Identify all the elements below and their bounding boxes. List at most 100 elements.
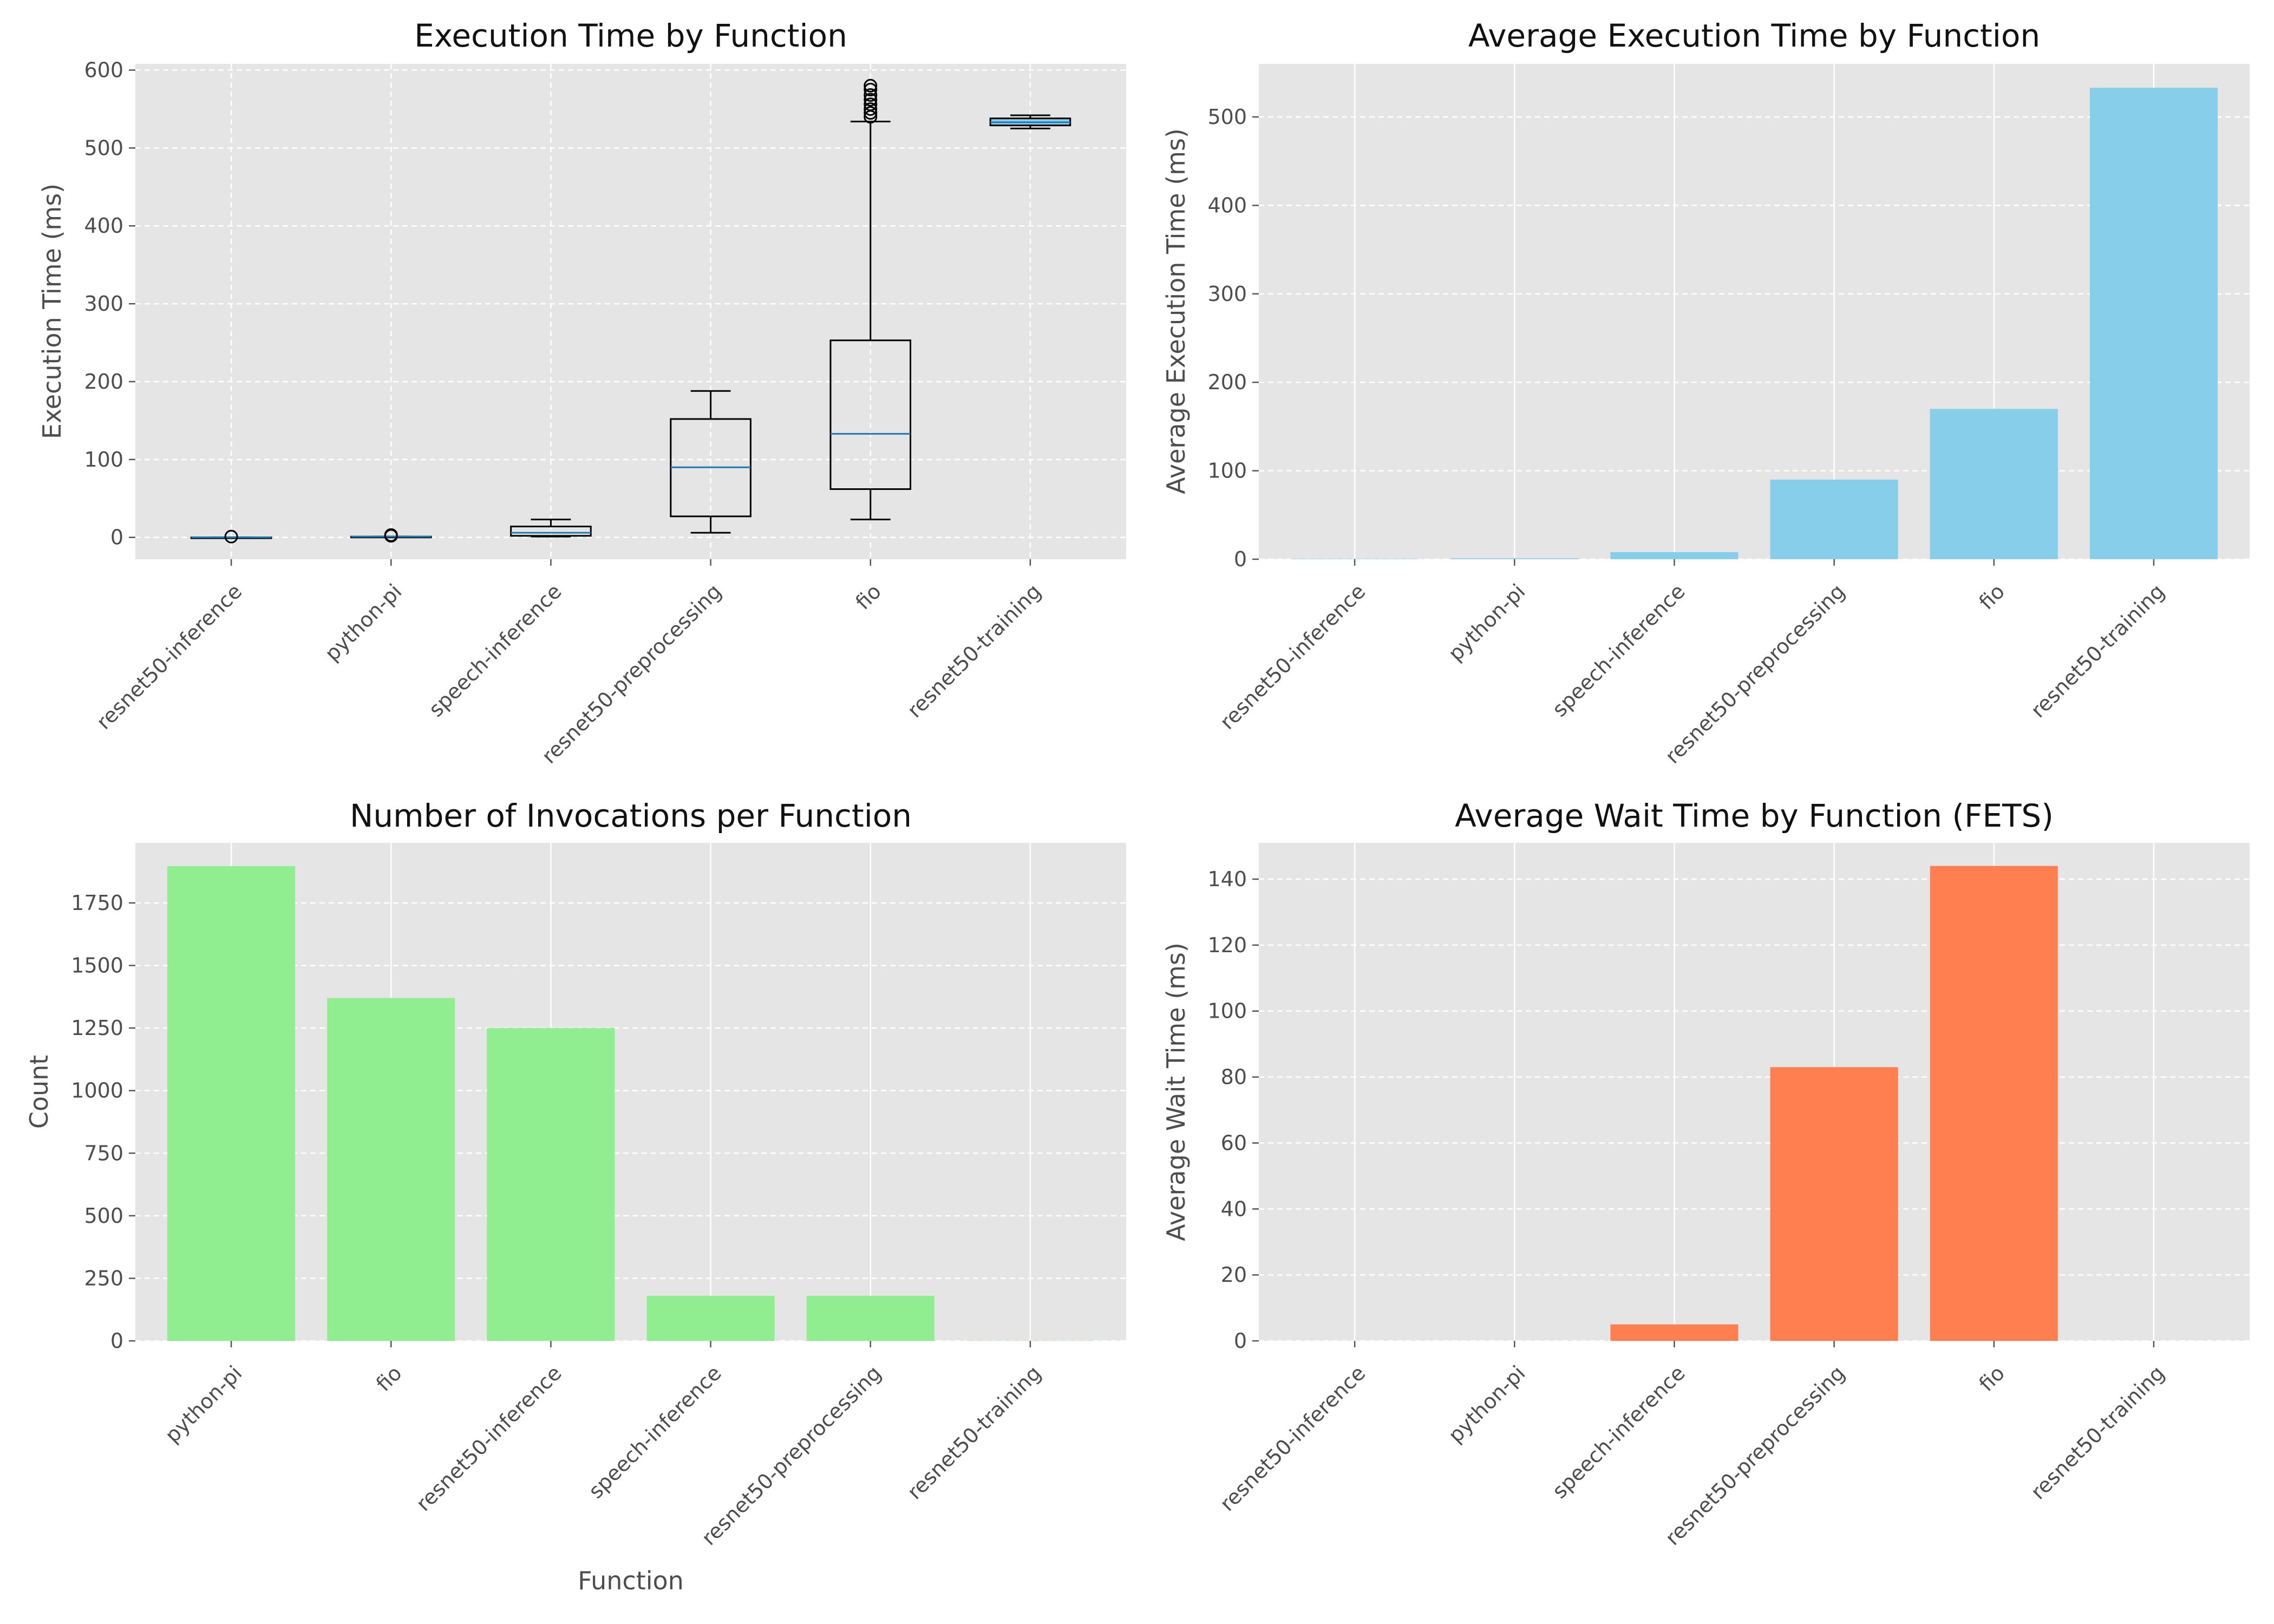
x-tick-label: speech-inference	[584, 1361, 726, 1503]
panel-avg-execution-time: Average Execution Time by Function 0 100 2…	[1161, 17, 2250, 768]
panel-2-y-ticks: 0 100 200 300 400 500	[1207, 105, 1259, 571]
bar-fio	[1930, 409, 2058, 559]
y-tick-label: 200	[1207, 370, 1247, 394]
y-tick-label: 400	[84, 214, 123, 238]
panel-3-marks	[167, 866, 1094, 1341]
panel-3-title: Number of Invocations per Function	[350, 797, 912, 834]
x-tick-label: resnet50-preprocessing	[697, 1361, 886, 1550]
bar-python-pi	[167, 866, 296, 1341]
outlier-point	[864, 88, 878, 102]
y-tick-label: 500	[1207, 105, 1247, 129]
x-tick-label: resnet50-inference	[1216, 579, 1370, 734]
bar-python-pi	[1450, 558, 1579, 559]
panel-4-marks	[1610, 866, 2058, 1341]
bar-resnet50-preprocessing	[1770, 1067, 1898, 1341]
y-tick-label: 1250	[71, 1016, 123, 1040]
y-tick-label: 250	[84, 1266, 123, 1290]
x-tick-label: resnet50-preprocessing	[1661, 579, 1850, 768]
outlier-point	[864, 78, 878, 93]
x-tick-label: python-pi	[320, 579, 406, 665]
bar-fio	[1930, 866, 2058, 1341]
x-tick-label: resnet50-inference	[1216, 1361, 1370, 1516]
box-speech-inference	[510, 519, 592, 538]
y-tick-label: 80	[1221, 1065, 1247, 1089]
box-resnet50-inference	[190, 529, 272, 543]
y-tick-label: 0	[110, 1329, 123, 1353]
panel-3-y-ticks: 0 250 500 750 1000 1250 1500 1750	[71, 891, 135, 1353]
panel-3-y-axis-title: Count	[24, 1055, 54, 1129]
panel-4-y-ticks: 0 20 40 60 80 100 120 140	[1207, 867, 1259, 1353]
y-tick-label: 20	[1221, 1263, 1247, 1287]
x-tick-label: python-pi	[1443, 1361, 1530, 1447]
box-fio	[829, 78, 912, 521]
panel-4-y-axis-title: Average Wait Time (ms)	[1161, 942, 1191, 1241]
panel-4-plot-area	[1259, 843, 2250, 1341]
panel-1-plot-area	[135, 64, 1126, 559]
box-resnet50-preprocessing	[670, 390, 752, 534]
x-tick-label: resnet50-preprocessing	[537, 579, 726, 768]
outlier-point	[864, 93, 878, 107]
outlier-point	[864, 97, 878, 112]
x-tick-label: speech-inference	[1547, 579, 1690, 722]
y-tick-label: 300	[84, 292, 123, 316]
y-tick-label: 100	[1207, 999, 1247, 1023]
outlier-point	[864, 102, 878, 116]
y-tick-label: 400	[1207, 193, 1247, 217]
panel-2-plot-area	[1259, 64, 2250, 559]
y-tick-label: 0	[1234, 1329, 1247, 1353]
panel-3-x-axis-title: Function	[578, 1566, 684, 1595]
y-tick-label: 500	[84, 136, 123, 160]
bar-speech-inference	[1610, 1324, 1739, 1341]
bar-fio	[327, 998, 455, 1341]
panel-avg-wait-time: Average Wait Time by Function (FETS) 0 20…	[1161, 797, 2250, 1550]
iqr-box	[510, 526, 592, 537]
y-tick-label: 200	[84, 370, 123, 394]
panel-1-x-ticks: resnet50-inference python-pi speech-infere…	[92, 559, 1045, 768]
panel-1-title: Execution Time by Function	[414, 17, 847, 54]
box-python-pi	[350, 528, 432, 543]
panel-2-title: Average Execution Time by Function	[1468, 17, 2040, 54]
y-tick-label: 600	[84, 58, 123, 82]
panel-execution-time-box: Execution Time by Function 0 100 200 300 400…	[37, 17, 1126, 768]
y-tick-label: 100	[84, 448, 123, 472]
x-tick-label: fio	[371, 1361, 406, 1396]
bar-resnet50-preprocessing	[1770, 479, 1898, 559]
panel-1-y-axis-title: Execution Time (ms)	[37, 184, 67, 439]
y-tick-label: 750	[84, 1141, 123, 1165]
x-tick-label: resnet50-preprocessing	[1661, 1361, 1850, 1550]
panel-2-x-ticks: resnet50-inference python-pi speech-infere…	[1216, 559, 2169, 768]
x-tick-label: speech-inference	[1547, 1361, 1690, 1503]
x-tick-label: fio	[851, 579, 886, 614]
outlier-point	[224, 529, 238, 543]
outlier-point	[864, 82, 878, 96]
bar-speech-inference	[646, 1295, 775, 1341]
x-tick-label: resnet50-training	[903, 579, 1045, 722]
bar-resnet50-preprocessing	[806, 1295, 935, 1341]
bar-speech-inference	[1610, 552, 1739, 559]
y-tick-label: 100	[1207, 459, 1247, 483]
panel-4-title: Average Wait Time by Function (FETS)	[1455, 797, 2054, 834]
panel-3-x-ticks: python-pi fio resnet50-inference speech-inf…	[160, 1341, 1045, 1550]
y-tick-label: 1500	[71, 954, 123, 978]
y-tick-label: 0	[1234, 547, 1247, 571]
panel-invocation-count: Number of Invocations per Function 0 250 5…	[24, 797, 1126, 1595]
x-tick-label: resnet50-training	[2026, 579, 2169, 722]
outlier-point	[384, 528, 398, 542]
y-tick-label: 1000	[71, 1079, 123, 1103]
outlier-point	[864, 106, 878, 120]
x-tick-label: speech-inference	[424, 579, 566, 722]
x-tick-label: resnet50-training	[2026, 1361, 2169, 1504]
x-tick-label: resnet50-inference	[92, 579, 247, 734]
panel-2-y-axis-title: Average Execution Time (ms)	[1161, 128, 1191, 494]
x-tick-label: python-pi	[160, 1361, 246, 1447]
x-tick-label: python-pi	[1443, 579, 1530, 665]
panel-1-y-ticks: 0 100 200 300 400 500 600	[84, 58, 135, 549]
y-tick-label: 300	[1207, 282, 1247, 306]
panel-3-plot-area	[135, 843, 1126, 1341]
y-tick-label: 0	[110, 526, 123, 549]
x-tick-label: fio	[1975, 579, 2009, 614]
x-tick-label: resnet50-inference	[411, 1361, 566, 1516]
y-tick-label: 500	[84, 1204, 123, 1228]
y-tick-label: 120	[1207, 933, 1247, 957]
